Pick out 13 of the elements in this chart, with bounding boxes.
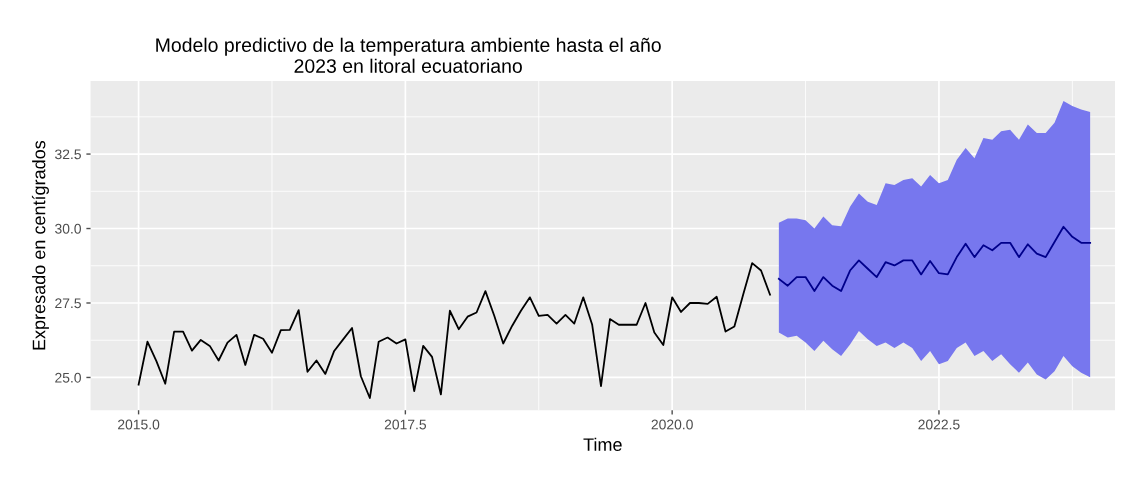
x-tick-label: 2022.5 <box>918 419 960 430</box>
x-tick-label: 2020.0 <box>651 419 693 430</box>
line-series <box>777 225 1092 292</box>
x-axis-title: Time <box>583 437 622 452</box>
y-axis-title: Expresado en centígrados <box>31 140 49 350</box>
y-tick-label: 25.0 <box>55 372 81 383</box>
x-tick-label: 2015.0 <box>118 419 160 430</box>
line-series <box>137 262 771 399</box>
y-tick-label: 32.5 <box>55 149 81 160</box>
y-tick-label: 27.5 <box>55 298 81 309</box>
x-tick-label: 2017.5 <box>384 419 427 430</box>
chart-title: Modelo predictivo de la temperatura ambiente hasta el año 2023 en litoral ecuatoriano <box>156 37 661 73</box>
y-tick-label: 30.0 <box>55 223 81 234</box>
